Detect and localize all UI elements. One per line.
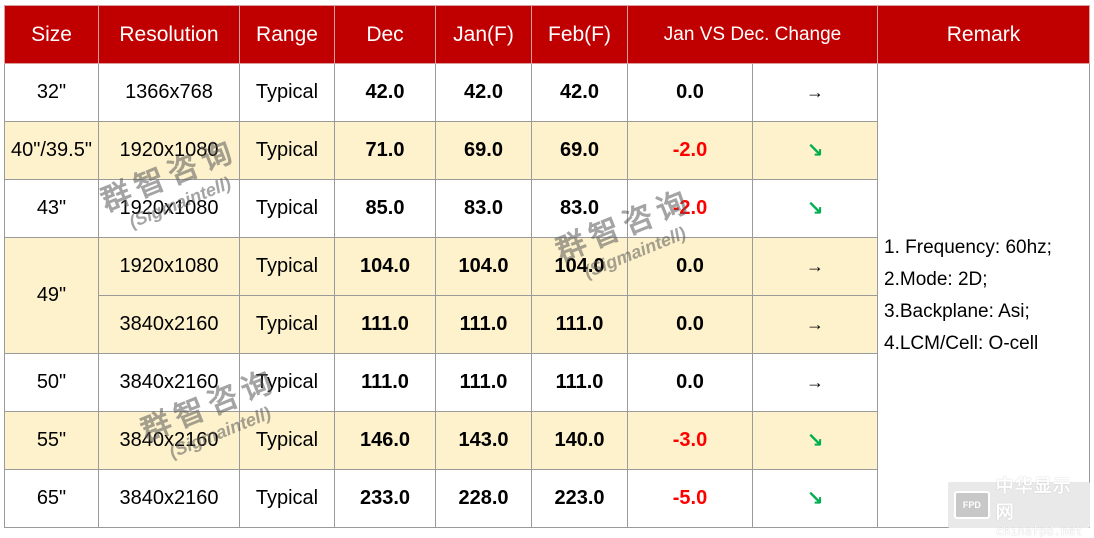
change-cell: 0.0 [627, 353, 753, 412]
arrow-right-icon: → [806, 256, 824, 276]
size-cell: 50" [4, 353, 99, 412]
change-cell: 0.0 [627, 237, 753, 296]
dec-cell: 111.0 [334, 353, 436, 412]
feb-cell: 111.0 [531, 295, 628, 354]
size-cell: 40"/39.5" [4, 121, 99, 180]
jan-cell: 42.0 [435, 63, 532, 122]
resolution-cell: 3840x2160 [98, 295, 240, 354]
trend-cell: → [751, 353, 879, 412]
range-cell: Typical [239, 411, 335, 470]
dec-cell: 85.0 [334, 179, 436, 238]
header-row: Size Resolution Range Dec Jan(F) Feb(F) … [4, 5, 1091, 64]
dec-cell: 233.0 [334, 469, 436, 528]
header-jan: Jan(F) [435, 5, 532, 64]
resolution-cell: 1366x768 [98, 63, 240, 122]
range-cell: Typical [239, 179, 335, 238]
jan-cell: 104.0 [435, 237, 532, 296]
dec-cell: 111.0 [334, 295, 436, 354]
table-row: 40"/39.5" 1920x1080 Typical 71.0 69.0 69… [4, 121, 1090, 180]
table-row: 65" 3840x2160 Typical 233.0 228.0 223.0 … [4, 469, 1090, 528]
table-row: 3840x2160 Typical 111.0 111.0 111.0 0.0 … [5, 295, 1090, 354]
feb-cell: 104.0 [531, 237, 628, 296]
change-cell: -2.0 [627, 179, 753, 238]
feb-cell: 83.0 [531, 179, 628, 238]
trend-cell: ↘ [751, 469, 879, 528]
dec-cell: 104.0 [334, 237, 436, 296]
range-cell: Typical [239, 353, 335, 412]
jan-cell: 111.0 [435, 353, 532, 412]
dec-cell: 42.0 [334, 63, 436, 122]
jan-cell: 83.0 [435, 179, 532, 238]
range-cell: Typical [239, 469, 335, 528]
jan-cell: 111.0 [435, 295, 532, 354]
feb-cell: 140.0 [531, 411, 628, 470]
size-cell: 49" [4, 237, 99, 354]
range-cell: Typical [239, 63, 335, 122]
remark-cell: 1. Frequency: 60hz; 2.Mode: 2D; 3.Backpl… [877, 63, 1091, 528]
size-cell: 65" [4, 469, 99, 528]
remark-line: 1. Frequency: 60hz; [884, 236, 1052, 258]
resolution-cell: 1920x1080 [98, 121, 240, 180]
feb-cell: 42.0 [531, 63, 628, 122]
size-cell: 55" [4, 411, 99, 470]
jan-cell: 69.0 [435, 121, 532, 180]
change-cell: -3.0 [627, 411, 753, 470]
dec-cell: 71.0 [334, 121, 436, 180]
size-cell: 43" [4, 179, 99, 238]
trend-cell: ↘ [751, 411, 879, 470]
trend-cell: → [751, 63, 879, 122]
price-table: Size Resolution Range Dec Jan(F) Feb(F) … [4, 5, 1091, 528]
header-resolution: Resolution [98, 5, 240, 64]
header-dec: Dec [334, 5, 436, 64]
trend-cell: ↘ [751, 121, 879, 180]
jan-cell: 228.0 [435, 469, 532, 528]
arrow-down-right-icon: ↘ [806, 430, 824, 452]
remark-line: 2.Mode: 2D; [884, 268, 988, 290]
logo-name: 中华显示网 [995, 476, 1072, 522]
table-row: 50" 3840x2160 Typical 111.0 111.0 111.0 … [4, 353, 1090, 412]
table-row: 32" 1366x768 Typical 42.0 42.0 42.0 0.0 … [4, 63, 1091, 528]
trend-cell: → [751, 295, 879, 354]
arrow-down-right-icon: ↘ [806, 198, 824, 220]
jan-cell: 143.0 [435, 411, 532, 470]
size-cell: 32" [4, 63, 99, 122]
change-cell: 0.0 [627, 63, 753, 122]
change-cell: -5.0 [627, 469, 753, 528]
header-remark: Remark [877, 5, 1091, 64]
resolution-cell: 3840x2160 [98, 469, 240, 528]
trend-cell: → [751, 237, 879, 296]
arrow-down-right-icon: ↘ [806, 488, 824, 510]
monitor-icon: FPD [954, 491, 990, 519]
table-row: 43" 1920x1080 Typical 85.0 83.0 83.0 -2.… [4, 179, 1090, 238]
remark-line: 3.Backplane: Asi; [884, 300, 1030, 322]
header-size: Size [4, 5, 99, 64]
feb-cell: 111.0 [531, 353, 628, 412]
resolution-cell: 1920x1080 [98, 179, 240, 238]
arrow-down-right-icon: ↘ [806, 140, 824, 162]
header-feb: Feb(F) [531, 5, 628, 64]
trend-cell: ↘ [751, 179, 879, 238]
resolution-cell: 3840x2160 [98, 411, 240, 470]
header-change: Jan VS Dec. Change [626, 5, 879, 64]
chinafpd-logo: FPD 中华显示网 chinafpd.net [948, 476, 1090, 538]
resolution-cell: 3840x2160 [98, 353, 240, 412]
table-row: 49" 1920x1080 Typical 104.0 104.0 104.0 … [4, 237, 1090, 354]
arrow-right-icon: → [806, 372, 824, 392]
change-cell: -2.0 [627, 121, 753, 180]
table-row: 55" 3840x2160 Typical 146.0 143.0 140.0 … [4, 411, 1090, 470]
range-cell: Typical [239, 121, 335, 180]
arrow-right-icon: → [806, 82, 824, 102]
dec-cell: 146.0 [334, 411, 436, 470]
logo-text: 中华显示网 chinafpd.net [996, 472, 1090, 538]
range-cell: Typical [239, 237, 335, 296]
feb-cell: 69.0 [531, 121, 628, 180]
resolution-cell: 1920x1080 [98, 237, 240, 296]
change-cell: 0.0 [627, 295, 753, 354]
range-cell: Typical [239, 295, 335, 354]
feb-cell: 223.0 [531, 469, 628, 528]
logo-url: chinafpd.net [995, 524, 1083, 538]
arrow-right-icon: → [806, 314, 824, 334]
header-range: Range [239, 5, 335, 64]
remark-line: 4.LCM/Cell: O-cell [884, 332, 1039, 354]
